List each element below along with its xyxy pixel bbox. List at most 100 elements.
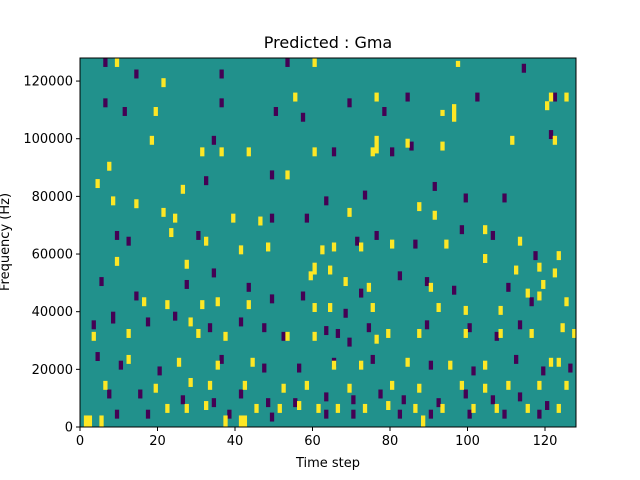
heatmap-cell-low <box>246 282 251 292</box>
heatmap-cell-high <box>413 403 418 413</box>
heatmap-cell-high <box>525 403 530 413</box>
heatmap-cell-high <box>417 383 422 393</box>
heatmap-cell-low <box>475 92 480 102</box>
heatmap-cell-low <box>517 320 523 330</box>
heatmap-cell-low <box>409 141 414 151</box>
heatmap-cells <box>83 58 577 428</box>
heatmap-cell-high <box>149 135 155 145</box>
heatmap-cell-low <box>471 366 476 376</box>
heatmap-cell-low <box>568 363 573 373</box>
heatmap-cell-low <box>103 58 108 67</box>
heatmap-cell-low <box>428 360 434 370</box>
heatmap-cell-high <box>374 334 379 344</box>
heatmap-cell-low <box>204 176 209 186</box>
heatmap-cell-high <box>564 92 569 102</box>
x-axis-label: Time step <box>295 456 360 471</box>
heatmap-cell-high <box>320 245 325 255</box>
heatmap-cell-high <box>370 303 375 312</box>
y-tick-label: 100000 <box>23 132 73 147</box>
heatmap-cell-low <box>351 409 356 419</box>
heatmap-cell-low <box>436 398 441 408</box>
heatmap-cell-high <box>293 92 298 102</box>
chart-title: Predicted : Gma <box>264 33 392 52</box>
heatmap-cell-high <box>537 291 542 301</box>
heatmap-cell-low <box>184 279 189 289</box>
heatmap-cell-high <box>328 303 333 312</box>
heatmap-cell-low <box>494 331 499 341</box>
heatmap-cell-low <box>114 409 120 419</box>
heatmap-cell-high <box>304 380 310 390</box>
heatmap-cell-low <box>452 285 457 295</box>
heatmap-cell-high <box>126 328 131 338</box>
heatmap-cell-low <box>347 337 352 347</box>
heatmap-cell-low <box>521 63 527 73</box>
heatmap-cell-low <box>502 193 507 203</box>
heatmap-cell-high <box>246 147 251 157</box>
heatmap-cell-high <box>548 92 554 102</box>
y-tick-label: 20000 <box>32 363 73 378</box>
heatmap-cell-high <box>463 328 468 338</box>
heatmap-cell-high <box>440 141 445 151</box>
heatmap-cell-low <box>463 193 468 203</box>
heatmap-cell-high <box>258 216 263 226</box>
heatmap-cell-high <box>312 58 317 67</box>
heatmap-cell-low <box>517 392 523 402</box>
heatmap-cell-high <box>242 415 248 428</box>
x-tick-label: 60 <box>304 434 321 449</box>
heatmap-cell-low <box>324 409 329 419</box>
heatmap-cell-high <box>281 383 286 393</box>
heatmap-cell-high <box>455 60 461 67</box>
heatmap-cell-high <box>215 360 220 370</box>
heatmap-cell-high <box>153 383 158 393</box>
heatmap-cell-low <box>545 401 550 410</box>
heatmap-cell-low <box>405 92 410 102</box>
heatmap-cell-high <box>494 403 499 413</box>
heatmap-cell-high <box>517 236 523 246</box>
heatmap-cell-high <box>219 147 224 157</box>
x-axis-ticks: 0 20 40 60 80 100 120 <box>76 427 557 449</box>
heatmap-cell-low <box>227 409 232 419</box>
heatmap-cell-low <box>552 92 558 102</box>
heatmap-cell-low <box>266 398 271 408</box>
heatmap-cell-low <box>211 398 217 408</box>
heatmap-cell-low <box>397 271 403 281</box>
heatmap-cell-high <box>165 300 170 310</box>
heatmap-cell-high <box>386 401 391 410</box>
heatmap-cell-low <box>347 98 352 108</box>
heatmap-cell-low <box>211 268 217 278</box>
heatmap-cell-high <box>134 199 139 209</box>
heatmap-cell-high <box>564 380 569 390</box>
heatmap-cell-high <box>556 403 561 413</box>
heatmap-cell-high <box>107 161 112 171</box>
heatmap-cell-high <box>417 328 422 338</box>
y-tick-label: 80000 <box>32 190 73 205</box>
heatmap-cell-low <box>467 323 472 333</box>
heatmap-cell-high <box>548 357 554 367</box>
heatmap-cell-high <box>440 403 445 413</box>
heatmap-cell-high <box>347 383 352 393</box>
plot-frame <box>79 57 577 428</box>
heatmap-cell-low <box>300 112 306 122</box>
heatmap-cell-low <box>351 395 356 405</box>
heatmap-cell-low <box>145 409 151 419</box>
heatmap-cell-high <box>432 210 437 220</box>
heatmap-cell-high <box>436 303 441 312</box>
heatmap-cell-high <box>362 403 368 413</box>
heatmap-cell-high <box>556 251 561 261</box>
heatmap-cell-high <box>285 170 290 180</box>
heatmap-cell-high <box>312 147 317 157</box>
heatmap-cell-high <box>374 135 379 154</box>
heatmap-cell-low <box>529 297 534 307</box>
heatmap-cell-high <box>529 328 534 338</box>
heatmap-cell-high <box>537 380 542 390</box>
heatmap-cell-low <box>297 363 302 373</box>
heatmap-cell-low <box>401 395 406 405</box>
heatmap-cell-high <box>142 297 147 307</box>
heatmap-cell-low <box>324 326 329 336</box>
heatmap-cell-high <box>463 305 468 315</box>
heatmap-cell-low <box>374 230 379 240</box>
heatmap-cell-high <box>153 107 158 116</box>
heatmap-cell-low <box>269 412 275 422</box>
heatmap-cell-high <box>231 213 236 223</box>
heatmap-cell-high <box>564 297 569 307</box>
